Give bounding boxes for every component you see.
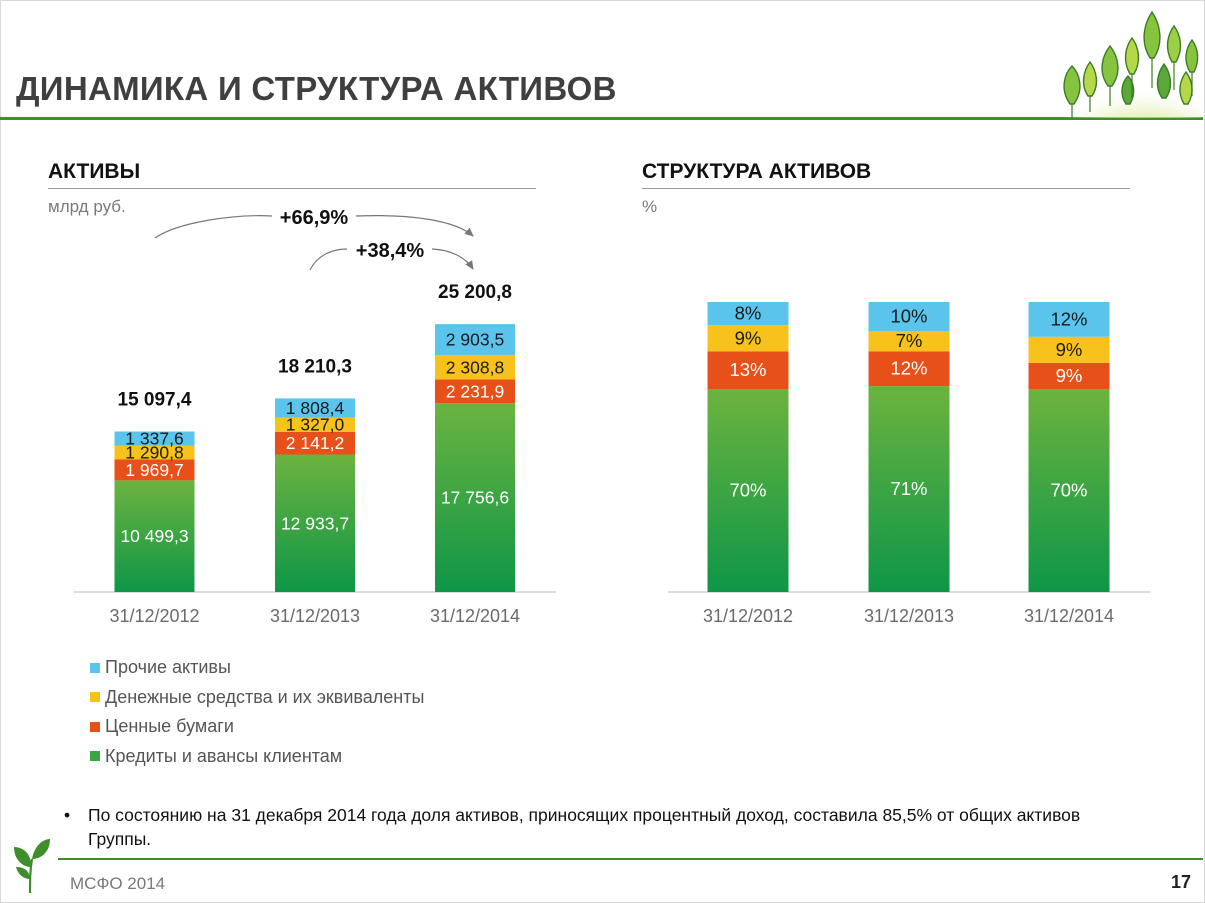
bar-segment-loans: [868, 386, 950, 592]
data-label: 13%: [729, 359, 766, 380]
bar-segment-cash: [868, 331, 950, 352]
bar-segment-other: [1028, 302, 1110, 337]
bar-segment-loans: [114, 480, 195, 592]
bar-segment-other: [868, 302, 950, 331]
bar-segment-cash: [707, 325, 789, 352]
data-label: 17 756,6: [441, 488, 509, 508]
legend-label: Денежные средства и их эквиваленты: [105, 686, 425, 707]
total-label: 25 200,8: [438, 282, 512, 303]
structure-chart-title: СТРУКТУРА АКТИВОВ: [642, 160, 872, 183]
legend-item-cash: Денежные средства и их эквиваленты: [90, 683, 424, 713]
assets-chart-title: АКТИВЫ: [48, 160, 141, 183]
data-label: 7%: [896, 330, 923, 351]
footnote-text: По состоянию на 31 декабря 2014 года дол…: [88, 805, 1081, 849]
growth-annotation: +38,4%: [356, 240, 425, 262]
bar-segment-loans: [707, 389, 789, 592]
legend-item-other: Прочие активы: [90, 653, 424, 683]
data-label: 9%: [1056, 339, 1083, 360]
growth-arrow-2013: [431, 248, 474, 270]
x-tick-label: 31/12/2014: [430, 606, 520, 626]
legend-item-securities: Ценные бумаги: [90, 712, 424, 742]
title-divider: [0, 117, 1203, 120]
growth-arrow-2012: [355, 215, 474, 237]
trees-illustration: [1063, 10, 1202, 118]
page-title: ДИНАМИКА И СТРУКТУРА АКТИВОВ: [16, 70, 617, 107]
structure-title-rule: [642, 188, 1130, 189]
data-label: 9%: [1056, 365, 1083, 386]
data-label: 71%: [890, 478, 927, 499]
structure-unit-label: %: [642, 197, 658, 216]
growth-arrow-2012: [154, 215, 273, 239]
bar-segment-securities: [114, 459, 195, 481]
legend: Прочие активы Денежные средства и их экв…: [90, 653, 424, 771]
growth-annotation: +66,9%: [280, 207, 349, 229]
x-tick-label: 31/12/2013: [864, 606, 954, 626]
bar-segment-securities: [1028, 362, 1110, 389]
bullet-icon: •: [64, 805, 71, 825]
footnote: • По состоянию на 31 декабря 2014 года д…: [64, 803, 1106, 851]
x-tick-label: 31/12/2012: [109, 606, 199, 626]
data-label: 1 337,6: [125, 429, 183, 449]
legend-label: Кредиты и авансы клиентам: [105, 745, 343, 766]
data-label: 8%: [735, 303, 762, 324]
bar-segment-other: [707, 302, 789, 326]
bar-segment-loans: [435, 403, 515, 592]
data-label: 1 969,7: [125, 460, 183, 480]
x-tick-label: 31/12/2013: [270, 606, 360, 626]
data-label: 10%: [890, 306, 927, 327]
x-tick-label: 31/12/2012: [703, 606, 793, 626]
data-label: 9%: [735, 327, 762, 348]
data-label: 1 290,8: [125, 443, 183, 463]
data-label: 2 308,8: [446, 357, 504, 377]
assets-title-rule: [48, 188, 536, 189]
page-number: 17: [1170, 872, 1191, 892]
data-label: 2 141,2: [286, 433, 344, 453]
data-label: 12%: [890, 358, 927, 379]
bar-segment-loans: [1028, 389, 1110, 592]
legend-swatch-securities: [90, 721, 100, 732]
bar-segment-cash: [435, 354, 515, 380]
growth-arrow-2013: [309, 248, 348, 271]
data-label: 1 327,0: [286, 415, 345, 435]
footer-label: МСФО 2014: [70, 874, 166, 893]
legend-swatch-other: [90, 662, 100, 673]
bar-segment-loans: [275, 454, 355, 592]
legend-item-loans: Кредиты и авансы клиентам: [90, 742, 424, 772]
legend-swatch-loans: [90, 751, 100, 762]
bar-segment-other: [435, 324, 515, 355]
bar-segment-cash: [1028, 336, 1110, 363]
data-label: 70%: [1050, 480, 1087, 501]
assets-unit-label: млрд руб.: [48, 197, 126, 216]
sprout-logo-icon: [14, 839, 50, 894]
data-label: 10 499,3: [120, 526, 188, 546]
legend-label: Прочие активы: [105, 657, 231, 678]
data-label: 12%: [1050, 308, 1087, 329]
bar-segment-securities: [868, 351, 950, 387]
data-label: 2 231,9: [446, 381, 504, 401]
bar-segment-securities: [435, 379, 515, 404]
legend-label: Ценные бумаги: [105, 716, 234, 737]
total-label: 15 097,4: [118, 390, 192, 411]
bar-segment-securities: [275, 431, 355, 455]
data-label: 1 808,4: [286, 398, 345, 418]
data-label: 12 933,7: [281, 513, 349, 533]
bar-segment-cash: [275, 417, 355, 432]
bar-segment-other: [114, 431, 195, 446]
footer-divider: [58, 858, 1203, 860]
data-label: 2 903,5: [446, 330, 504, 350]
data-label: 70%: [729, 480, 766, 501]
bar-segment-cash: [114, 445, 195, 460]
legend-swatch-cash: [90, 692, 100, 703]
bar-segment-securities: [707, 351, 789, 389]
x-tick-label: 31/12/2014: [1024, 606, 1114, 626]
total-label: 18 210,3: [278, 356, 352, 377]
bar-segment-other: [275, 398, 355, 418]
